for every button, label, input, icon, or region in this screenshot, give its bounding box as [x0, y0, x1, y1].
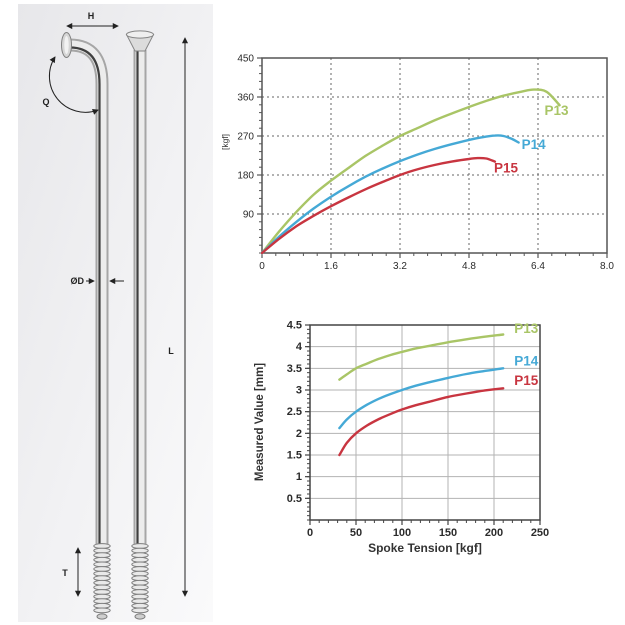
- y-tick-label: 2.5: [287, 406, 302, 418]
- series-P15: [260, 156, 497, 255]
- thread-tip: [96, 613, 108, 620]
- thread-coil: [93, 607, 111, 614]
- series-label-P15: P15: [514, 373, 539, 388]
- thread-coil: [93, 570, 111, 577]
- thread-coil: [131, 556, 149, 563]
- x-tick-label: 3.2: [393, 261, 407, 272]
- thread-coil: [131, 602, 149, 609]
- thread-coil: [131, 584, 149, 591]
- thread-coil: [131, 561, 149, 568]
- y-tick-label: 450: [237, 54, 254, 65]
- series-P15: [338, 387, 505, 457]
- series-P13: [338, 333, 505, 381]
- thread-coil: [131, 579, 149, 586]
- x-tick-label: 6.4: [531, 261, 545, 272]
- y-tick-label: 90: [243, 210, 255, 221]
- y-tick-label: 0.5: [287, 493, 302, 505]
- dimension-l-label: L: [168, 346, 174, 356]
- dimension-t-label: T: [62, 568, 68, 578]
- thread-coil: [93, 598, 111, 605]
- x-tick-label: 200: [485, 527, 503, 539]
- thread-coil: [93, 593, 111, 600]
- thread-coil: [131, 570, 149, 577]
- thread-coil: [131, 543, 149, 549]
- x-tick-label: 50: [350, 527, 362, 539]
- thread-coil: [131, 607, 149, 614]
- x-tick-label: 100: [393, 527, 411, 539]
- straight-spoke: [125, 30, 155, 620]
- y-tick-label: 270: [237, 132, 254, 143]
- thread-coil: [93, 602, 111, 609]
- spoke-diagram: H Q ØD L T: [18, 4, 213, 622]
- x-tick-label: 1.6: [324, 261, 338, 272]
- thread-coil: [93, 584, 111, 591]
- y-tick-label: 3.5: [287, 363, 302, 375]
- series-label-P15: P15: [494, 160, 519, 175]
- thread-coil: [93, 566, 111, 572]
- plot-border: [309, 324, 541, 521]
- thread-coil: [93, 552, 111, 559]
- thread-coil: [93, 579, 111, 586]
- x-tick-label: 4.8: [462, 261, 476, 272]
- thread-tip: [134, 613, 146, 620]
- thread-coil: [131, 552, 149, 559]
- series-label-P14: P14: [514, 353, 539, 368]
- thread-coil: [131, 575, 149, 582]
- dimension-diameter: ØD: [71, 276, 124, 286]
- thread-coil: [131, 598, 149, 605]
- straight-spoke-thread: [131, 543, 149, 620]
- dimension-h: H: [66, 11, 119, 30]
- series-label-P13: P13: [544, 103, 569, 118]
- x-axis-title: Spoke Tension [kgf]: [368, 541, 482, 555]
- y-axis-title: [kgf]: [220, 134, 230, 150]
- x-tick-label: 8.0: [600, 261, 614, 272]
- thread-coil: [93, 543, 111, 549]
- plot-border: [261, 57, 608, 254]
- dimension-diameter-label: ØD: [71, 276, 85, 286]
- thread-coil: [131, 566, 149, 572]
- thread-coil: [93, 561, 111, 568]
- thread-coil: [93, 547, 111, 554]
- dimension-l: L: [168, 37, 189, 597]
- series-P13: [260, 88, 561, 255]
- straight-spoke-head-top: [126, 30, 154, 39]
- thread-coil: [93, 556, 111, 563]
- x-tick-label: 150: [439, 527, 457, 539]
- y-axis-title: Measured Value [mm]: [254, 363, 266, 481]
- x-tick-label: 0: [307, 527, 313, 539]
- y-tick-label: 180: [237, 171, 254, 182]
- thread-coil: [131, 589, 149, 595]
- series-P14: [338, 367, 505, 430]
- tension-elongation-chart: 0 1.6 3.2 4.8 6.4 8.0 90 180 270 360 450 P13 P14 P15 […: [218, 42, 620, 274]
- dimension-t: T: [62, 547, 82, 597]
- y-tick-label: 2: [296, 428, 302, 440]
- measured-value-chart: 0 50 100 150 200 250 0.5 1 1.5 2 2.5 3 3.5 4 4.5 P13 P14…: [250, 298, 580, 566]
- series-label-P13: P13: [514, 321, 539, 336]
- dimension-h-label: H: [88, 11, 95, 21]
- measured-value-chart-svg: 0 50 100 150 200 250 0.5 1 1.5 2 2.5 3 3.5 4 4.5 P13 P14…: [254, 320, 549, 556]
- dimension-q: Q: [42, 56, 99, 115]
- series-P14: [260, 134, 520, 255]
- thread-coil: [131, 593, 149, 600]
- x-tick-label: 250: [531, 527, 549, 539]
- y-tick-label: 3: [296, 385, 302, 397]
- y-tick-label: 4.5: [287, 320, 302, 332]
- thread-coil: [131, 547, 149, 554]
- series-label-P14: P14: [522, 137, 547, 152]
- thread-coil: [93, 589, 111, 595]
- y-tick-label: 360: [237, 93, 254, 104]
- y-tick-label: 1.5: [287, 450, 302, 462]
- spoke-diagram-svg: H Q ØD L T: [18, 4, 213, 622]
- j-bend-thread: [93, 543, 111, 620]
- thread-coil: [93, 575, 111, 582]
- x-tick-label: 0: [259, 261, 265, 272]
- dimension-q-label: Q: [42, 97, 49, 107]
- y-tick-label: 4: [296, 341, 303, 353]
- y-tick-label: 1: [296, 471, 302, 483]
- j-bend-head-highlight: [64, 36, 69, 54]
